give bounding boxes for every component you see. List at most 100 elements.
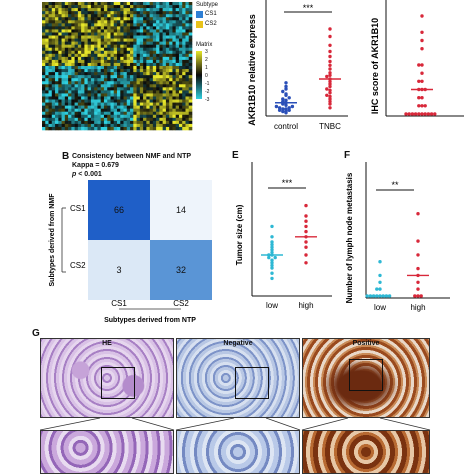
heatmap-cell: [146, 87, 150, 91]
heatmap-cell: [182, 72, 186, 76]
heatmap-cell: [94, 44, 98, 49]
heatmap-cell: [81, 50, 85, 55]
heatmap-cell: [71, 11, 75, 15]
heatmap-cell: [146, 38, 150, 42]
heatmap-cell: [87, 84, 92, 88]
heatmap-cell: [113, 75, 118, 79]
heatmap-cell: [123, 47, 128, 52]
heatmap-cell: [182, 99, 186, 103]
heatmap-cell: [133, 23, 137, 27]
heatmap-cell: [77, 102, 82, 106]
heatmap-cell: [48, 26, 53, 30]
heatmap-cell: [87, 105, 92, 109]
heatmap-cell: [64, 35, 69, 39]
heatmap-cell: [146, 84, 150, 88]
heatmap-cell: [126, 93, 131, 97]
heatmap-cell: [143, 102, 147, 106]
heatmap-cell: [68, 120, 72, 125]
heatmap-cell: [143, 32, 147, 36]
heatmap-cell: [152, 75, 157, 79]
heatmap-cell: [162, 93, 167, 97]
heatmap-cell: [182, 69, 186, 73]
heatmap-cell: [103, 69, 108, 73]
heatmap-cell: [61, 44, 66, 49]
heatmap-cell: [107, 41, 111, 45]
heatmap-cell: [64, 14, 69, 18]
heatmap-cell: [156, 99, 160, 103]
heatmap-cell: [71, 20, 75, 24]
heatmap-cell: [71, 120, 75, 125]
heatmap-cell: [152, 84, 157, 88]
heatmap-cell: [159, 14, 163, 18]
heatmap-cell: [133, 96, 137, 100]
heatmap-cell: [55, 120, 59, 125]
heatmap-cell: [178, 66, 183, 70]
heatmap-cell: [61, 14, 66, 18]
heatmap-cell: [188, 78, 193, 82]
heatmap-cell: [159, 53, 163, 58]
heatmap-cell: [42, 84, 46, 88]
heatmap-cell: [110, 96, 115, 100]
heatmap-cell: [178, 38, 183, 42]
heatmap-cell: [51, 32, 56, 36]
heatmap-cell: [175, 81, 180, 85]
heatmap-cell: [172, 87, 176, 91]
heatmap-cell: [110, 108, 115, 113]
heatmap-cell: [156, 47, 160, 52]
heatmap-cell: [146, 14, 150, 18]
data-point: [407, 112, 411, 116]
heatmap-cell: [188, 8, 193, 12]
heatmap-cell: [146, 102, 150, 106]
heatmap-cell: [58, 90, 62, 94]
heatmap-cell: [113, 62, 118, 67]
heatmap-cell: [152, 14, 157, 18]
heatmap-cell: [133, 32, 137, 36]
heatmap-cell: [188, 59, 193, 64]
data-point: [328, 49, 332, 54]
cell-cs2-cs1: [88, 240, 150, 300]
heatmap-cell: [152, 111, 157, 116]
heatmap-cell: [182, 14, 186, 18]
heatmap-cell: [178, 20, 183, 24]
heatmap-cell: [123, 108, 128, 113]
data-point: [325, 87, 329, 91]
heatmap-cell: [123, 81, 128, 85]
heatmap-cell: [94, 72, 98, 76]
heatmap-cell: [58, 126, 62, 131]
data-point: [420, 112, 424, 116]
heatmap-cell: [139, 93, 144, 97]
heatmap-cell: [162, 111, 167, 116]
heatmap-cell: [61, 47, 66, 52]
heatmap-cell: [84, 117, 88, 122]
heatmap-cell: [81, 93, 85, 97]
heatmap-cell: [120, 72, 124, 76]
heatmap-cell: [146, 93, 150, 97]
heatmap-cell: [136, 8, 141, 12]
heatmap-cell: [110, 8, 115, 12]
heatmap-cell: [55, 81, 59, 85]
heatmap-cell: [90, 11, 95, 15]
heatmap-cell: [77, 123, 82, 128]
heatmap-cell: [185, 93, 190, 97]
heatmap-cell: [178, 117, 183, 122]
heatmap-cell: [172, 72, 176, 76]
heatmap-cell: [162, 26, 167, 30]
heatmap-cell: [130, 41, 134, 45]
heatmap-cell: [103, 17, 108, 21]
heatmap-cell: [113, 50, 118, 55]
heatmap-cell: [169, 123, 173, 128]
data-point: [416, 280, 420, 284]
heatmap-cell: [87, 26, 92, 30]
heatmap-cell: [175, 117, 180, 122]
heatmap-cell: [45, 87, 49, 91]
heatmap-cell: [159, 50, 163, 55]
heatmap-cell: [61, 102, 66, 106]
legend-cs1-label: CS1: [205, 11, 217, 17]
heatmap-cell: [77, 87, 82, 91]
heatmap-cell: [107, 11, 111, 15]
heatmap-cell: [97, 56, 101, 61]
heatmap-cell: [175, 78, 180, 82]
heatmap-cell: [107, 72, 111, 76]
heatmap-cell: [126, 96, 131, 100]
heatmap-cell: [100, 87, 105, 91]
